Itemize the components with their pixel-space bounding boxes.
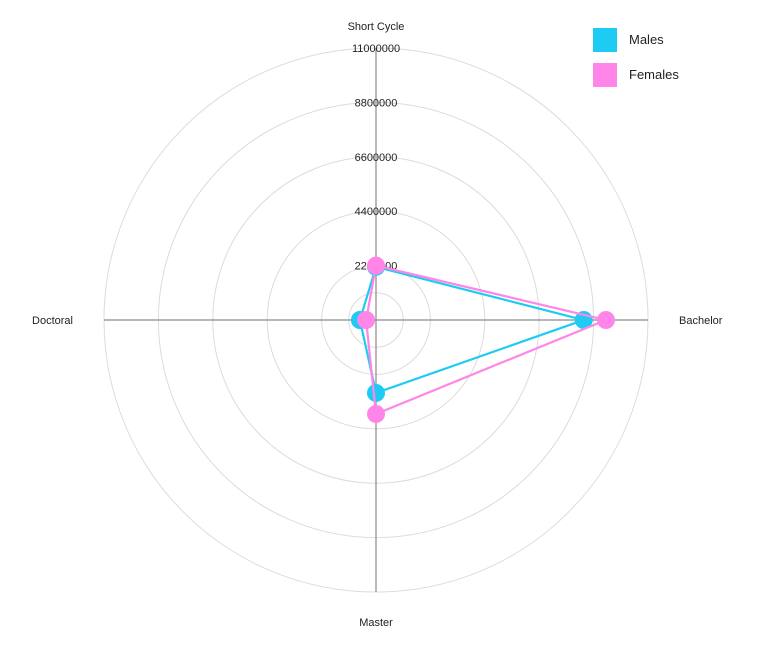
radar-axes — [104, 48, 648, 592]
series-males — [350, 257, 593, 402]
series-line — [364, 264, 610, 416]
category-labels: Short Cycle Bachelor Master Doctoral — [32, 21, 723, 629]
legend-swatch-females — [593, 62, 617, 87]
category-label: Bachelor — [679, 315, 723, 327]
legend-swatch-males — [593, 27, 617, 52]
category-label: Master — [359, 617, 393, 629]
data-point — [367, 404, 385, 423]
data-point — [596, 311, 615, 329]
data-series — [350, 256, 615, 423]
legend-label-males: Males — [629, 32, 664, 47]
tick-label: 11000000 — [352, 43, 400, 55]
legend-item-females: Females — [593, 57, 679, 92]
category-label: Short Cycle — [348, 21, 405, 33]
tick-label: 6600000 — [355, 152, 398, 164]
data-point — [367, 383, 385, 402]
series-females — [357, 256, 615, 423]
legend-label-females: Females — [629, 67, 679, 82]
data-point — [367, 256, 385, 275]
data-point — [357, 311, 376, 329]
tick-label: 8800000 — [355, 97, 398, 109]
legend-item-males: Males — [593, 22, 679, 57]
tick-label: 4400000 — [355, 206, 398, 218]
category-label: Doctoral — [32, 315, 73, 327]
legend: Males Females — [593, 22, 679, 92]
